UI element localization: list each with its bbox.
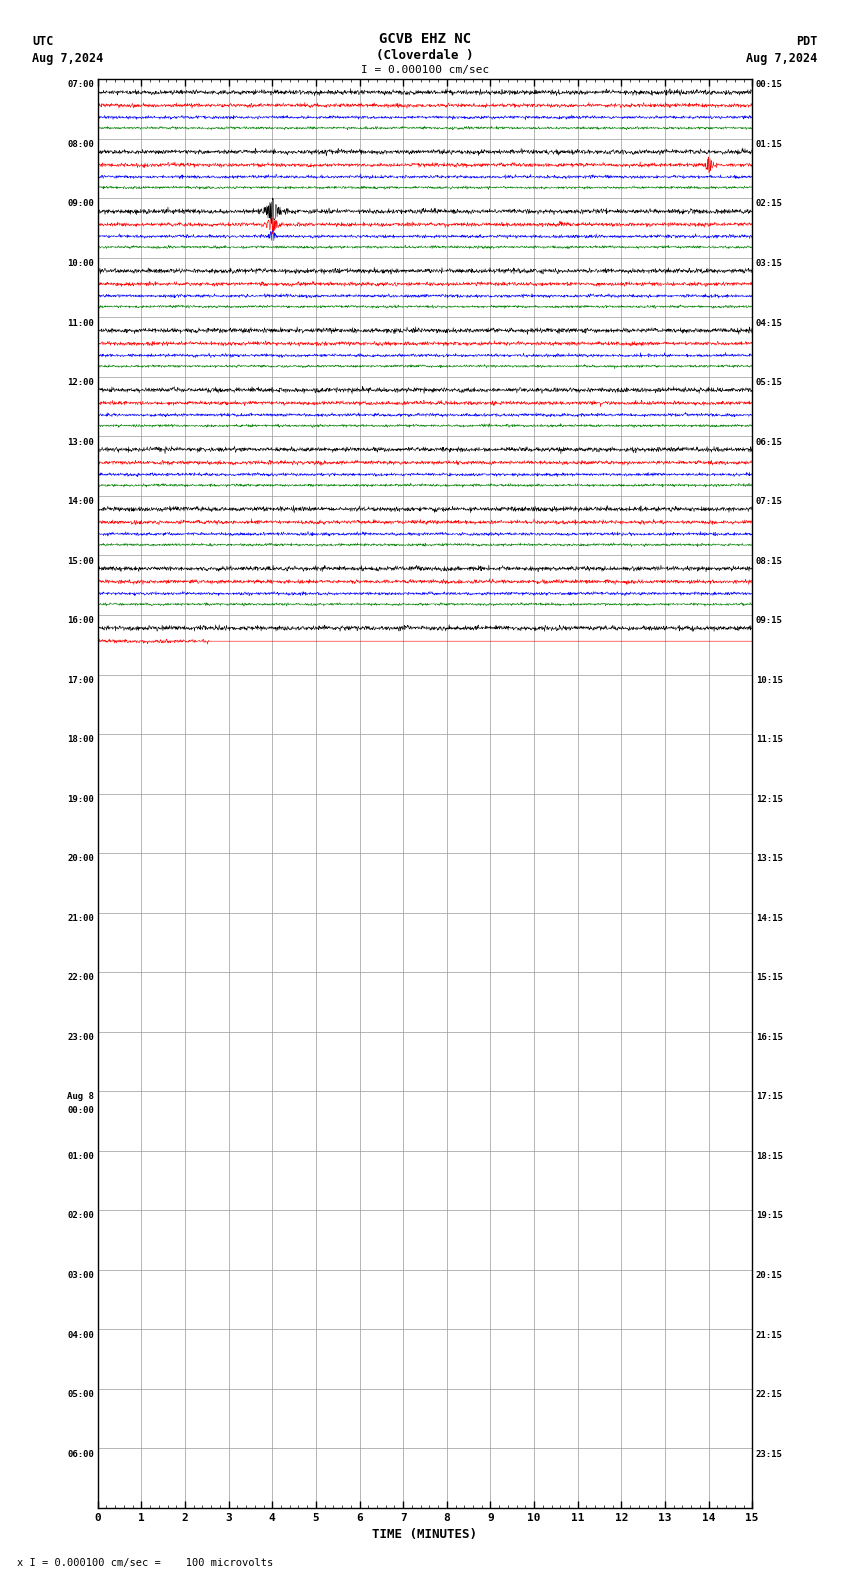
Text: 20:15: 20:15: [756, 1270, 783, 1280]
Text: 06:15: 06:15: [756, 437, 783, 447]
Text: 02:15: 02:15: [756, 200, 783, 209]
Text: 22:00: 22:00: [67, 974, 94, 982]
Text: 16:00: 16:00: [67, 616, 94, 626]
Text: 12:15: 12:15: [756, 795, 783, 803]
Text: Aug 7,2024: Aug 7,2024: [32, 52, 104, 65]
Text: (Cloverdale ): (Cloverdale ): [377, 49, 473, 62]
Text: GCVB EHZ NC: GCVB EHZ NC: [379, 32, 471, 46]
Text: 15:00: 15:00: [67, 556, 94, 565]
Text: 03:15: 03:15: [756, 260, 783, 268]
Text: 20:00: 20:00: [67, 854, 94, 863]
Text: 14:00: 14:00: [67, 497, 94, 507]
Text: 07:00: 07:00: [67, 81, 94, 89]
Text: 01:00: 01:00: [67, 1152, 94, 1161]
Text: 07:15: 07:15: [756, 497, 783, 507]
Text: 02:00: 02:00: [67, 1212, 94, 1221]
Text: Aug 8: Aug 8: [67, 1093, 94, 1101]
Text: UTC: UTC: [32, 35, 54, 48]
Text: 23:00: 23:00: [67, 1033, 94, 1042]
Text: 16:15: 16:15: [756, 1033, 783, 1042]
Text: 18:00: 18:00: [67, 735, 94, 744]
Text: 15:15: 15:15: [756, 974, 783, 982]
Text: PDT: PDT: [796, 35, 818, 48]
Text: Aug 7,2024: Aug 7,2024: [746, 52, 818, 65]
Text: 00:15: 00:15: [756, 81, 783, 89]
Text: 19:15: 19:15: [756, 1212, 783, 1221]
Text: 11:00: 11:00: [67, 318, 94, 328]
Text: I = 0.000100 cm/sec: I = 0.000100 cm/sec: [361, 65, 489, 74]
Text: 08:15: 08:15: [756, 556, 783, 565]
Text: 08:00: 08:00: [67, 139, 94, 149]
Text: 04:00: 04:00: [67, 1331, 94, 1340]
Text: 10:00: 10:00: [67, 260, 94, 268]
Text: 14:15: 14:15: [756, 914, 783, 923]
Text: 05:00: 05:00: [67, 1391, 94, 1399]
Text: 03:00: 03:00: [67, 1270, 94, 1280]
Text: 17:15: 17:15: [756, 1093, 783, 1101]
Text: 23:15: 23:15: [756, 1449, 783, 1459]
Text: 21:15: 21:15: [756, 1331, 783, 1340]
Text: 17:00: 17:00: [67, 676, 94, 684]
Text: 18:15: 18:15: [756, 1152, 783, 1161]
Text: 00:00: 00:00: [67, 1106, 94, 1115]
Text: 11:15: 11:15: [756, 735, 783, 744]
Text: 13:15: 13:15: [756, 854, 783, 863]
Text: 01:15: 01:15: [756, 139, 783, 149]
Text: 06:00: 06:00: [67, 1449, 94, 1459]
Text: 05:15: 05:15: [756, 379, 783, 386]
Text: 09:00: 09:00: [67, 200, 94, 209]
Text: 21:00: 21:00: [67, 914, 94, 923]
Text: 09:15: 09:15: [756, 616, 783, 626]
Text: 22:15: 22:15: [756, 1391, 783, 1399]
Text: 13:00: 13:00: [67, 437, 94, 447]
Text: 12:00: 12:00: [67, 379, 94, 386]
Text: 04:15: 04:15: [756, 318, 783, 328]
X-axis label: TIME (MINUTES): TIME (MINUTES): [372, 1529, 478, 1541]
Text: 10:15: 10:15: [756, 676, 783, 684]
Text: 19:00: 19:00: [67, 795, 94, 803]
Text: x I = 0.000100 cm/sec =    100 microvolts: x I = 0.000100 cm/sec = 100 microvolts: [17, 1559, 273, 1568]
